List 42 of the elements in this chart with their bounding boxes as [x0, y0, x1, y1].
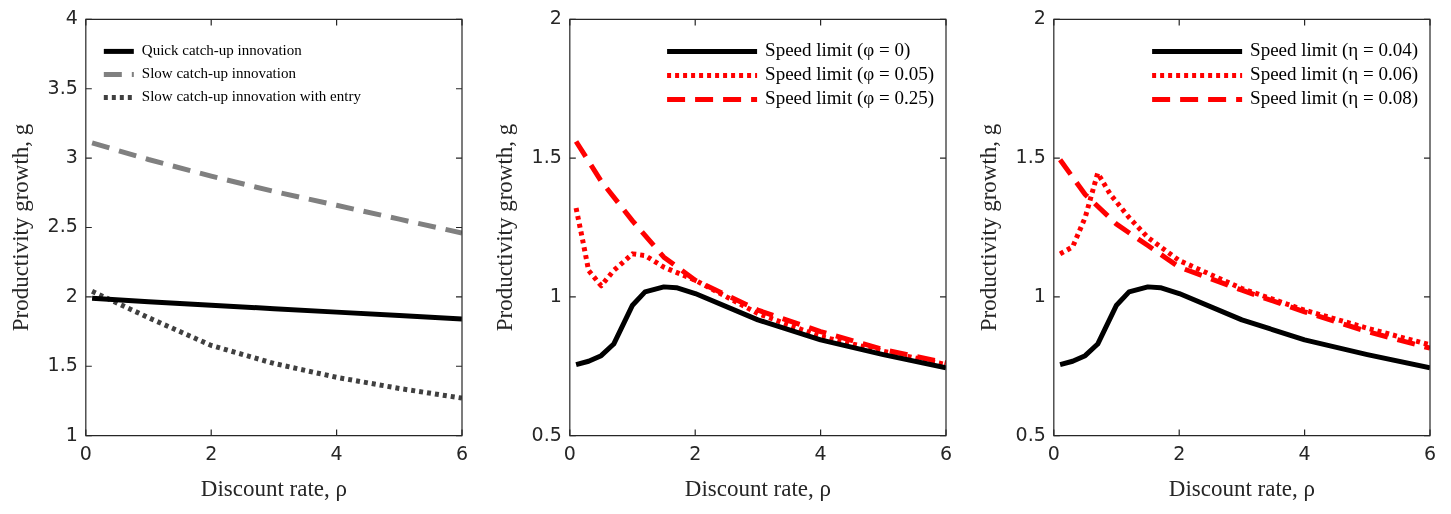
x-tick-label: 4	[330, 441, 343, 464]
y-tick-label: 0.5	[1015, 422, 1046, 445]
x-tick-label: 0	[79, 441, 92, 464]
y-tick-label: 3.5	[47, 75, 78, 98]
x-axis-title: Discount rate, ρ	[684, 476, 832, 502]
x-tick-label: 0	[563, 441, 576, 464]
x-tick-label: 2	[689, 441, 702, 464]
legend-label: Slow catch-up innovation	[141, 65, 297, 82]
x-tick-label: 2	[205, 441, 218, 464]
x-tick-label: 6	[1423, 441, 1437, 464]
x-tick-label: 6	[455, 441, 469, 464]
y-tick-label: 2	[65, 283, 78, 306]
y-tick-label: 0.5	[531, 422, 562, 445]
x-tick-label: 4	[814, 441, 827, 464]
x-tick-label: 4	[1298, 441, 1311, 464]
x-tick-label: 0	[1047, 441, 1060, 464]
y-axis-title: Productivity growth, g	[7, 123, 33, 332]
y-tick-label: 1	[65, 422, 78, 445]
legend-label: Speed limit (φ = 0.05)	[765, 63, 935, 86]
y-tick-label: 4	[65, 6, 78, 29]
x-axis-title: Discount rate, ρ	[1168, 476, 1316, 502]
legend-label: Speed limit (φ = 0.25)	[765, 87, 935, 110]
y-tick-label: 2	[549, 6, 562, 29]
legend-label: Speed limit (η = 0.06)	[1250, 63, 1419, 86]
y-tick-label: 1	[1033, 283, 1046, 306]
x-tick-label: 2	[1173, 441, 1186, 464]
y-tick-label: 2.5	[47, 214, 78, 237]
y-tick-label: 1.5	[531, 145, 562, 168]
y-tick-label: 1	[549, 283, 562, 306]
legend-label: Speed limit (η = 0.04)	[1250, 39, 1419, 62]
y-axis-title: Productivity growth, g	[975, 123, 1001, 332]
y-tick-label: 1.5	[1015, 145, 1046, 168]
y-axis-title: Productivity growth, g	[491, 123, 517, 332]
legend-label: Speed limit (φ = 0)	[765, 39, 911, 62]
x-axis-title: Discount rate, ρ	[200, 476, 348, 502]
legend-label: Quick catch-up innovation	[141, 42, 303, 59]
y-tick-label: 3	[65, 145, 78, 168]
y-tick-label: 1.5	[47, 353, 78, 376]
x-tick-label: 6	[939, 441, 953, 464]
legend-label: Speed limit (η = 0.08)	[1250, 87, 1419, 110]
legend-label: Slow catch-up innovation with entry	[141, 88, 362, 105]
y-tick-label: 2	[1033, 6, 1046, 29]
